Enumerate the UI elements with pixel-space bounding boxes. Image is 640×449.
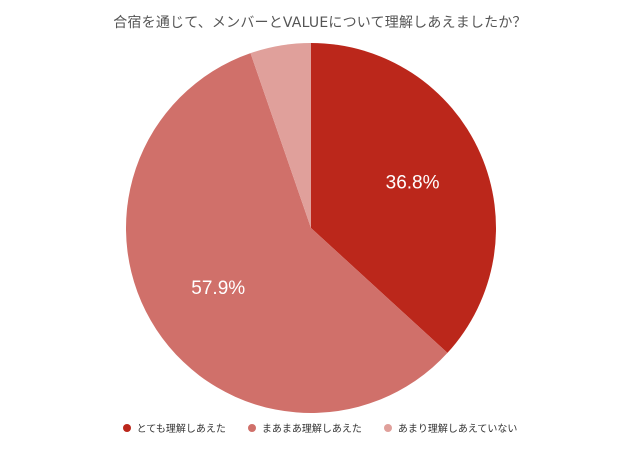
slice-label-1: 36.8% bbox=[386, 172, 440, 193]
slice-label-2: 57.9% bbox=[191, 278, 245, 299]
legend-swatch-icon bbox=[122, 423, 131, 432]
legend-label: まあまあ理解しあえた bbox=[261, 424, 362, 435]
pie-slices bbox=[126, 43, 497, 413]
pie-slice-2 bbox=[126, 53, 448, 413]
legend-label: とても理解しあえた bbox=[136, 424, 226, 435]
legend-swatch-icon bbox=[383, 423, 392, 432]
chart-title: 合宿を通じて、メンバーとVALUEについて理解しあえましたか？ bbox=[113, 15, 527, 31]
legend-item-2: まあまあ理解しあえた bbox=[247, 420, 362, 435]
legend: とても理解しあえた まあまあ理解しあえた あまり理解しあえていない bbox=[0, 420, 640, 435]
pie-labels: 36.8% 57.9% bbox=[191, 172, 439, 299]
pie-slice-3 bbox=[250, 43, 311, 228]
pie-slice-1 bbox=[311, 43, 497, 353]
legend-label: あまり理解しあえていない bbox=[397, 424, 518, 435]
legend-swatch-icon bbox=[247, 423, 256, 432]
legend-item-1: とても理解しあえた bbox=[122, 420, 226, 435]
legend-item-3: あまり理解しあえていない bbox=[383, 420, 518, 435]
